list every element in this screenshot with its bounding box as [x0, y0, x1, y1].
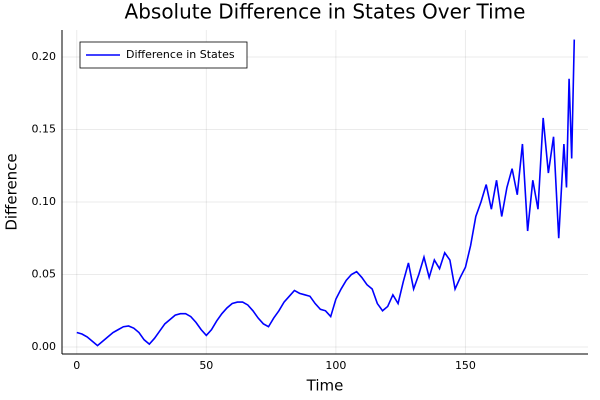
x-tick-label: 50	[199, 359, 213, 372]
y-axis-label: Difference	[3, 153, 21, 230]
x-axis-label: Time	[306, 377, 344, 395]
y-tick-label: 0.20	[32, 50, 57, 63]
chart-title: Absolute Difference in States Over Time	[125, 0, 526, 24]
y-tick-label: 0.10	[32, 195, 57, 208]
y-tick-label: 0.00	[32, 340, 57, 353]
x-tick-label: 0	[73, 359, 80, 372]
y-tick-label: 0.15	[32, 122, 57, 135]
legend-label: Difference in States	[126, 48, 235, 61]
y-tick-label: 0.05	[32, 268, 57, 281]
x-tick-label: 100	[325, 359, 346, 372]
x-tick-label: 150	[455, 359, 476, 372]
data-line	[76, 39, 576, 347]
